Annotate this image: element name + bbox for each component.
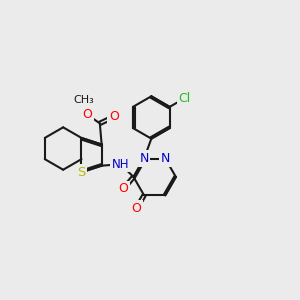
Text: O: O bbox=[82, 108, 92, 121]
Text: Cl: Cl bbox=[178, 92, 190, 105]
Text: NH: NH bbox=[112, 158, 130, 171]
Text: O: O bbox=[109, 110, 118, 123]
Text: O: O bbox=[119, 182, 129, 195]
Text: N: N bbox=[140, 152, 149, 165]
Text: CH₃: CH₃ bbox=[73, 95, 94, 105]
Text: O: O bbox=[131, 202, 141, 215]
Text: N: N bbox=[160, 152, 170, 165]
Text: S: S bbox=[77, 166, 86, 179]
